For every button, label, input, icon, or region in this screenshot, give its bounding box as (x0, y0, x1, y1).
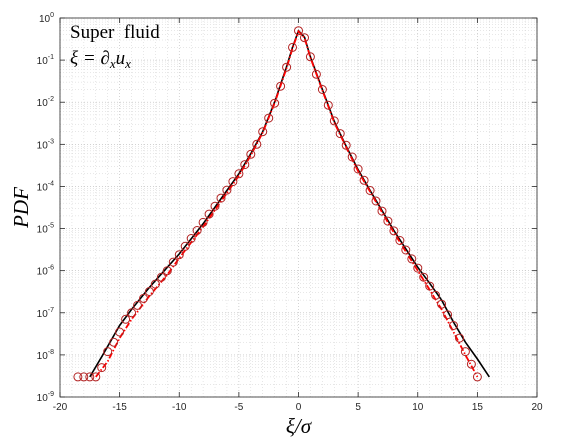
data-point-circle (73, 372, 83, 382)
data-point-circle (365, 186, 375, 195)
data-point-circle (437, 299, 447, 309)
data-point-circle (407, 254, 417, 264)
axis-ticks (59, 17, 538, 398)
data-point-circle (347, 152, 357, 162)
data-point-circle (234, 169, 244, 179)
data-point-circle (288, 42, 297, 52)
data-point-circle (156, 272, 166, 282)
data-point-circle (198, 217, 208, 227)
data-point-circle (311, 69, 321, 79)
annotation-super-fluid: Super fluid (70, 22, 160, 43)
data-point-circle (109, 337, 119, 347)
y-tick-label: 10-6 (37, 265, 54, 278)
data-point-circle (329, 116, 339, 126)
data-point-circle (252, 139, 262, 149)
annotation-xi-definition: ξ = ∂xux (70, 48, 131, 71)
data-point-circle (139, 293, 148, 303)
data-point-circle (168, 257, 178, 267)
data-point-circle (103, 347, 113, 357)
series-line-red (95, 29, 479, 378)
x-axis-label: ξ/σ (286, 414, 313, 438)
data-point-circle (300, 33, 309, 43)
y-tick-label: 10-4 (37, 180, 54, 193)
data-point-circle (455, 333, 464, 343)
data-point-circle (246, 149, 256, 159)
x-tick-label: 10 (412, 402, 424, 413)
y-tick-label: 10-9 (37, 391, 54, 404)
data-point-circle (79, 372, 89, 382)
y-tick-labels: 100 10-1 10-2 10-3 10-4 10-5 10-6 10-7 10-8 10-9 (37, 12, 54, 404)
data-point-circle (401, 245, 411, 255)
data-point-circle (395, 236, 405, 245)
data-point-circle (305, 52, 315, 62)
data-point-circle (377, 206, 387, 216)
data-point-circle (258, 127, 268, 137)
x-tick-label: 0 (296, 402, 302, 413)
data-point-circle (210, 201, 220, 211)
data-point-circle (162, 266, 172, 276)
data-point-circle (323, 100, 333, 110)
data-point-circle (204, 209, 214, 219)
data-point-circle (240, 160, 250, 170)
data-point-circle (431, 290, 441, 300)
data-point-circle (341, 140, 351, 150)
data-point-circle (449, 321, 458, 330)
data-point-circle (133, 300, 142, 310)
data-point-circle (270, 98, 280, 108)
data-point-circle (186, 234, 196, 243)
data-point-circle (216, 193, 226, 203)
data-point-circle (294, 26, 303, 36)
y-tick-label: 100 (39, 12, 54, 25)
y-axis-label: PDF (9, 187, 33, 229)
data-point-circle (91, 372, 101, 382)
y-tick-label: 10-8 (37, 349, 54, 362)
data-point-circle (97, 363, 107, 373)
data-point-circle (222, 185, 232, 195)
data-point-circle (264, 113, 274, 123)
major-grid (59, 17, 538, 398)
data-point-circle (174, 250, 184, 260)
x-tick-labels: -20 -15 -10 -5 0 5 10 15 20 (53, 402, 543, 413)
data-point-circle (383, 216, 393, 226)
x-tick-label: 20 (531, 402, 543, 413)
data-point-circle (115, 327, 125, 337)
x-tick-label: -20 (53, 402, 68, 413)
data-point-circle (359, 175, 369, 185)
data-point-circle (180, 241, 190, 251)
x-tick-label: 15 (472, 402, 484, 413)
series-layer (73, 26, 490, 382)
data-point-circle (335, 129, 345, 139)
data-point-circle (460, 347, 470, 357)
data-point-circle (276, 81, 286, 91)
data-point-circle (282, 62, 292, 72)
y-tick-label: 10-3 (37, 138, 54, 151)
data-point-circle (228, 177, 238, 187)
data-point-circle (419, 272, 429, 282)
data-point-circle (144, 287, 154, 296)
y-tick-label: 10-1 (37, 54, 54, 67)
y-tick-label: 10-2 (37, 96, 54, 109)
x-tick-label: -10 (172, 402, 187, 413)
data-point-circle (371, 196, 381, 206)
data-point-circle (127, 308, 137, 318)
data-point-circle (192, 226, 202, 235)
data-point-circle (121, 314, 131, 324)
y-tick-label: 10-7 (37, 307, 54, 320)
data-point-circle (425, 281, 435, 291)
x-tick-label: -5 (234, 402, 243, 413)
data-point-circle (85, 372, 95, 382)
x-tick-label: 5 (355, 402, 361, 413)
data-point-circle (317, 85, 327, 94)
data-point-circle (150, 279, 160, 289)
data-point-circle (389, 226, 399, 236)
data-point-circle (353, 164, 363, 174)
y-tick-label: 10-5 (37, 223, 54, 236)
data-point-circle (443, 310, 453, 320)
data-point-circle (466, 359, 476, 369)
x-tick-label: -15 (112, 402, 127, 413)
data-point-circle (413, 263, 423, 273)
data-point-circle (472, 372, 482, 382)
